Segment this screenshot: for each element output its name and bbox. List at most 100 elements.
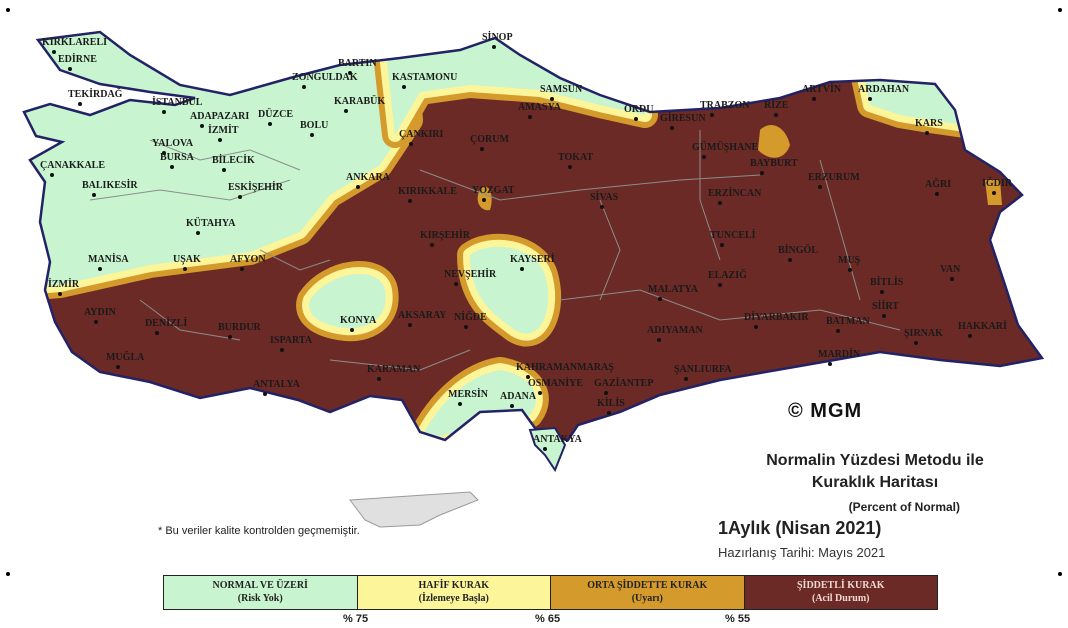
city-label: HAKKARİ xyxy=(958,320,1007,332)
city-label: SİİRT xyxy=(872,300,899,312)
city-dot xyxy=(408,323,412,327)
city-dot xyxy=(302,85,306,89)
city-dot xyxy=(760,171,764,175)
city-dot xyxy=(520,267,524,271)
city-dot xyxy=(950,277,954,281)
legend-sub: (Acil Durum) xyxy=(812,593,870,604)
city-label: GAZİANTEP xyxy=(594,377,653,389)
city-dot xyxy=(925,131,929,135)
city-dot xyxy=(263,392,267,396)
city-label: TOKAT xyxy=(558,152,594,163)
city-dot xyxy=(480,147,484,151)
city-label: KIRIKKALE xyxy=(398,186,457,197)
city-label: OSMANİYE xyxy=(528,377,583,389)
city-dot xyxy=(702,155,706,159)
corner-mark xyxy=(6,8,10,12)
city-dot xyxy=(538,391,542,395)
city-dot xyxy=(510,404,514,408)
city-label: ŞANLIURFA xyxy=(674,364,732,375)
city-label: BURSA xyxy=(160,152,195,163)
legend-hafif: HAFİF KURAK (İzlemeye Başla) xyxy=(357,576,551,609)
city-label: MANİSA xyxy=(88,253,129,265)
city-dot xyxy=(52,50,56,54)
city-dot xyxy=(170,165,174,169)
city-label: YALOVA xyxy=(152,138,194,149)
city-label: ADANA xyxy=(500,391,537,402)
legend-label: ŞİDDETLİ KURAK xyxy=(796,580,885,591)
threshold-55: % 55 xyxy=(725,613,751,625)
hatay-region xyxy=(528,426,567,473)
city-label: KIRŞEHİR xyxy=(420,229,471,241)
city-label: AĞRI xyxy=(925,177,951,190)
city-label: DÜZCE xyxy=(258,107,293,120)
legend-sub: (İzlemeye Başla) xyxy=(418,593,489,604)
province-border xyxy=(599,199,621,301)
city-label: BİLECİK xyxy=(212,154,255,166)
legend-sub: (Uyarı) xyxy=(631,593,663,604)
city-dot xyxy=(720,243,724,247)
city-dot xyxy=(116,365,120,369)
city-label: AYDIN xyxy=(84,307,117,318)
city-dot xyxy=(528,115,532,119)
threshold-65: % 65 xyxy=(535,613,561,625)
city-dot xyxy=(550,97,554,101)
city-dot xyxy=(634,117,638,121)
city-dot xyxy=(58,292,62,296)
city-dot xyxy=(848,268,852,272)
city-label: BOLU xyxy=(300,120,328,131)
city-label: KASTAMONU xyxy=(392,72,457,83)
city-label: BATMAN xyxy=(826,316,870,327)
city-dot xyxy=(607,411,611,415)
province-border xyxy=(149,139,301,171)
turkey-border xyxy=(22,30,1045,442)
city-dot xyxy=(196,231,200,235)
city-label: BALIKESİR xyxy=(82,179,138,191)
corner-mark xyxy=(1058,572,1062,576)
city-dot xyxy=(880,290,884,294)
city-dot xyxy=(718,283,722,287)
city-dot xyxy=(600,205,604,209)
legend-normal: NORMAL VE ÜZERİ (Risk Yok) xyxy=(164,576,358,609)
legend-label: NORMAL VE ÜZERİ xyxy=(212,580,308,591)
city-dot xyxy=(670,126,674,130)
city-label: KARS xyxy=(915,118,943,129)
city-label: ESKİŞEHİR xyxy=(228,181,284,193)
province-border xyxy=(259,249,331,271)
city-label: MALATYA xyxy=(648,284,699,295)
city-dot xyxy=(492,45,496,49)
city-dot xyxy=(356,185,360,189)
province-border xyxy=(89,179,291,201)
city-dot xyxy=(968,334,972,338)
city-label: KARAMAN xyxy=(367,364,421,375)
city-label: ERZİNCAN xyxy=(708,187,762,199)
map-title-line2: Kuraklık Haritası xyxy=(811,474,939,491)
province-border xyxy=(819,159,861,301)
city-label: ANTALYA xyxy=(253,379,301,390)
city-dot xyxy=(935,192,939,196)
city-label: ŞIRNAK xyxy=(904,328,943,339)
city-label: ANKARA xyxy=(346,172,391,183)
city-label: NEVŞEHİR xyxy=(444,268,497,280)
legend-sub: (Risk Yok) xyxy=(237,593,283,604)
province-border xyxy=(419,169,761,201)
city-dot xyxy=(92,193,96,197)
city-label: TEKİRDAĞ xyxy=(68,87,123,100)
city-dot xyxy=(408,199,412,203)
city-dot xyxy=(526,375,530,379)
city-dot xyxy=(183,267,187,271)
city-label: ELAZIĞ xyxy=(708,268,747,281)
city-dot xyxy=(992,191,996,195)
city-dot xyxy=(754,325,758,329)
city-dot xyxy=(604,391,608,395)
city-label: KİLİS xyxy=(597,397,625,409)
city-dot xyxy=(464,325,468,329)
city-dot xyxy=(50,173,54,177)
city-dot xyxy=(409,142,413,146)
city-label: ÇANKIRI xyxy=(399,129,444,140)
city-dot xyxy=(310,133,314,137)
city-dot xyxy=(344,109,348,113)
city-label: GİRESUN xyxy=(660,112,706,124)
city-label: ADIYAMAN xyxy=(647,325,704,336)
city-dot xyxy=(718,201,722,205)
